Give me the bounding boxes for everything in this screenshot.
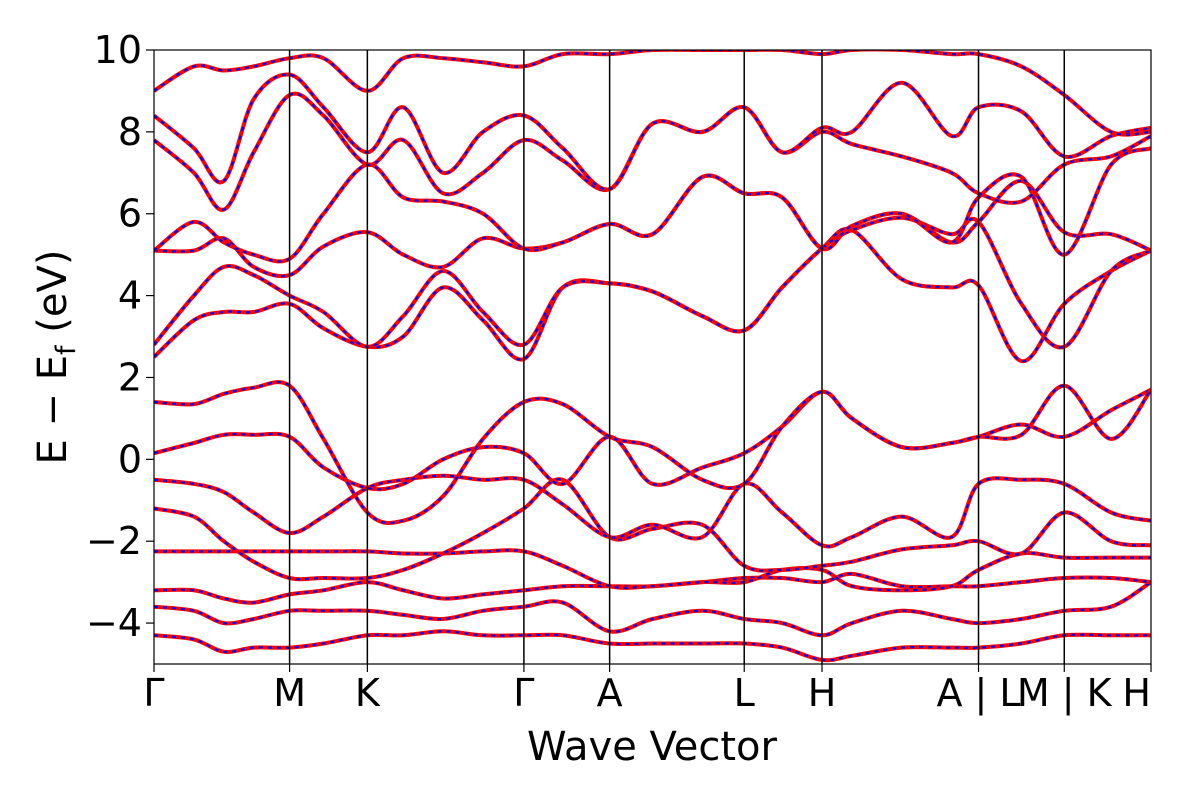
band-blue-1 xyxy=(154,630,1151,662)
band-blue-15 xyxy=(154,50,1151,136)
y-axis: −4 −2 0 2 4 6 8 10 xyxy=(86,28,154,645)
y-tick-label-6: 6 xyxy=(118,192,142,236)
band-red-12 xyxy=(154,146,1151,264)
band-blue-4 xyxy=(154,549,1151,592)
band-blue-14 xyxy=(154,73,1151,191)
band-blue-12 xyxy=(154,147,1151,263)
x-tick-label-4: Γ xyxy=(513,671,534,715)
bands-layer xyxy=(154,50,1151,663)
y-tick-label-1: −4 xyxy=(86,601,142,645)
band-red-2 xyxy=(154,580,1151,638)
band-blue-3 xyxy=(154,572,1151,604)
band-blue-10 xyxy=(154,216,1151,349)
x-tick-label-10: H xyxy=(1122,671,1151,715)
y-tick-label-2: −2 xyxy=(86,519,142,563)
y-tick-label-3: 0 xyxy=(118,437,142,481)
x-tick-label-6: L xyxy=(734,671,755,715)
y-tick-label-5: 4 xyxy=(118,274,142,318)
x-tick-label-5: A xyxy=(597,671,623,715)
band-red-6 xyxy=(154,473,1151,549)
band-blue-2 xyxy=(154,581,1151,637)
x-tick-label-8: A | L xyxy=(936,671,1020,716)
y-axis-label: E − Ef (eV) xyxy=(30,250,82,465)
y-axis-label-main: E − E xyxy=(30,355,76,465)
x-tick-label-2: M xyxy=(273,671,306,715)
y-tick-label-8: 10 xyxy=(94,28,142,72)
band-blue-8 xyxy=(154,381,1151,525)
x-tick-label-7: H xyxy=(808,671,837,715)
y-axis-label-subscript: f xyxy=(51,344,82,355)
band-blue-9 xyxy=(154,227,1151,363)
x-axis-label: Wave Vector xyxy=(527,724,778,770)
band-red-9 xyxy=(154,227,1151,364)
y-tick-label-7: 8 xyxy=(118,110,142,154)
plot-frame xyxy=(153,49,1152,665)
band-blue-6 xyxy=(154,474,1151,548)
y-tick-label-4: 2 xyxy=(118,355,142,399)
band-red-14 xyxy=(154,72,1151,192)
kpoint-dividers xyxy=(288,50,1066,664)
y-axis-label-unit: (eV) xyxy=(30,250,76,346)
x-tick-label-3: K xyxy=(355,671,381,715)
x-tick-label-9: M | K xyxy=(1017,671,1113,716)
x-tick-label-1: Γ xyxy=(143,671,164,715)
